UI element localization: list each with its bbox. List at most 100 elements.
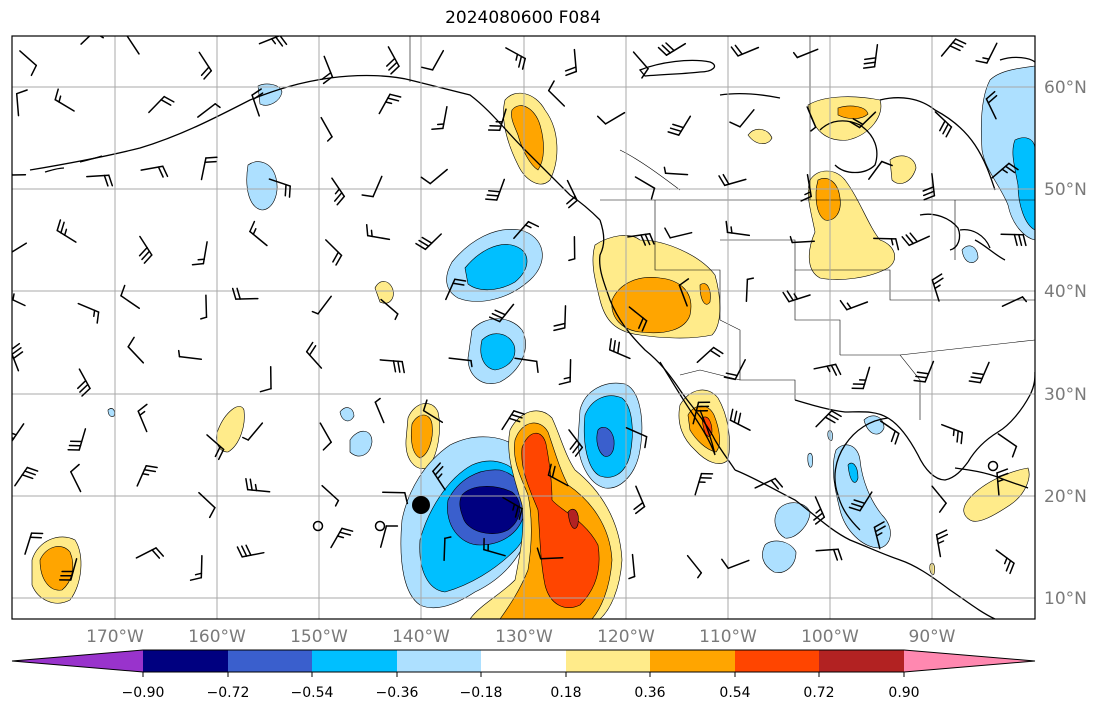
- wind-barb: [321, 55, 334, 85]
- wind-barb: [443, 536, 452, 562]
- wind-barb: [514, 357, 539, 374]
- wind-barb: [935, 529, 949, 558]
- latitude-labels: 60°N 50°N 40°N 30°N 20°N 10°N: [1044, 78, 1087, 609]
- wind-barb: [754, 477, 784, 490]
- colorbar-tick-label: −0.72: [207, 685, 250, 701]
- wind-barb: [547, 463, 569, 487]
- wind-barb: [127, 336, 145, 364]
- coastlines: [29, 56, 1035, 619]
- colorbar-tick-label: 0.72: [803, 685, 834, 701]
- colorbar-segment: [566, 650, 650, 672]
- wind-barb: [189, 554, 203, 581]
- wind-barb: [547, 80, 566, 107]
- wind-barb: [991, 162, 1019, 179]
- colorbar-segment: [481, 650, 566, 672]
- wind-barb: [137, 403, 148, 433]
- colorbar-tick-label: −0.54: [291, 685, 334, 701]
- wind-barb: [420, 168, 448, 185]
- colorbar-tick-label: −0.18: [460, 685, 503, 701]
- anomaly-region-negative: [961, 245, 979, 263]
- wind-barb: [686, 554, 703, 579]
- lat-label: 30°N: [1044, 385, 1087, 405]
- wind-barb: [268, 178, 291, 198]
- lon-label: 150°W: [290, 627, 348, 647]
- wind-barb: [608, 338, 631, 360]
- wind-barb: [792, 48, 819, 59]
- wind-barb: [558, 358, 572, 386]
- wind-barb: [975, 42, 998, 64]
- wind-barb: [1001, 296, 1028, 307]
- wind-barb: [941, 423, 964, 445]
- lat-label: 60°N: [1044, 78, 1087, 98]
- colorbar-segment: [312, 650, 397, 672]
- wind-barb: [487, 108, 507, 132]
- anomaly-region-positive: [889, 155, 917, 184]
- anomaly-region-positive: [807, 96, 882, 141]
- wind-barb: [249, 220, 268, 247]
- wind-barb: [245, 478, 271, 493]
- wind-barb: [421, 49, 445, 71]
- wind-barb: [70, 463, 82, 493]
- wind-barb: [692, 401, 711, 425]
- wind-barb: [985, 90, 998, 120]
- wind-barb: [77, 302, 100, 324]
- wind-barb: [628, 553, 636, 580]
- wind-barb: [320, 116, 333, 142]
- wind-barb: [378, 93, 402, 115]
- wind-barb: [718, 173, 747, 187]
- wind-barb: [813, 496, 826, 525]
- colorbar-tick-label: −0.90: [122, 685, 165, 701]
- wind-barb: [596, 111, 626, 125]
- wind-barb: [694, 472, 714, 496]
- longitude-labels: 170°W 160°W 150°W 140°W 130°W 120°W 110°…: [86, 627, 956, 647]
- colorbar-segment: [143, 650, 228, 672]
- wind-barb: [839, 299, 869, 311]
- wind-barb: [191, 241, 208, 266]
- wind-barb: [848, 491, 873, 512]
- wind-barb: [628, 306, 648, 332]
- wind-barb: [135, 547, 165, 559]
- wind-barb: [379, 525, 399, 548]
- colorbar-segment: [904, 650, 1035, 672]
- wind-barb: [815, 410, 842, 428]
- wind-barb: [564, 48, 578, 77]
- anomaly-region-positive: [511, 105, 544, 171]
- anomaly-region-negative: [1012, 137, 1035, 231]
- anomaly-region-negative: [480, 333, 516, 371]
- wind-barb: [54, 88, 75, 112]
- anomaly-region-negative: [349, 430, 373, 457]
- colorbar-tick-label: −0.36: [376, 685, 419, 701]
- lon-label: 90°W: [909, 627, 956, 647]
- wind-barb: [931, 273, 944, 302]
- wind-barb: [258, 36, 288, 47]
- anomaly-region-positive: [521, 432, 600, 608]
- anomaly-region-negative: [807, 452, 813, 468]
- wind-barb: [627, 232, 655, 246]
- anomaly-region-negative: [459, 486, 521, 534]
- wind-barb: [12, 293, 26, 307]
- wind-barb: [138, 235, 153, 264]
- wind-barb: [806, 106, 817, 132]
- wind-barb: [536, 547, 564, 560]
- wind-barb: [432, 462, 446, 491]
- wind-barb: [568, 236, 576, 262]
- wind-barb: [197, 103, 221, 118]
- wind-barb: [873, 521, 886, 550]
- wind-barb: [483, 537, 506, 557]
- wind-barb: [553, 305, 567, 332]
- anomaly-region-negative: [596, 427, 615, 457]
- anomaly-region-negative: [257, 83, 283, 106]
- wind-barb: [200, 294, 208, 320]
- colorbar-segment: [228, 650, 312, 672]
- lon-label: 170°W: [86, 627, 144, 647]
- lon-label: 130°W: [495, 627, 553, 647]
- wind-barb: [968, 361, 990, 384]
- wind-barb: [198, 51, 213, 80]
- wind-barb: [374, 397, 385, 424]
- colorbar-segment: [650, 650, 735, 672]
- wind-barb: [365, 223, 391, 241]
- wind-barb: [59, 558, 78, 581]
- wind-barb: [657, 42, 687, 56]
- lon-label: 110°W: [699, 627, 757, 647]
- wind-barb: [231, 287, 259, 300]
